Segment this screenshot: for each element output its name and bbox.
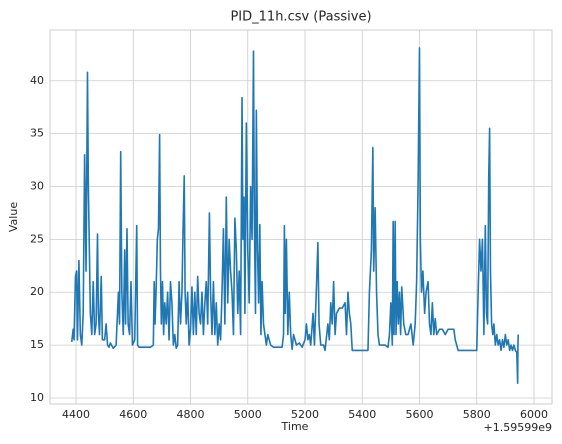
x-offset-label: +1.59599e9 — [484, 421, 552, 434]
y-tick-label: 25 — [30, 232, 44, 245]
x-tick-label: 5600 — [405, 408, 433, 421]
y-tick-label: 40 — [30, 74, 44, 87]
y-tick-label: 35 — [30, 127, 44, 140]
y-tick-label: 15 — [30, 338, 44, 351]
y-axis-label: Value — [7, 202, 20, 232]
x-tick-label: 5800 — [463, 408, 491, 421]
y-tick-label: 20 — [30, 285, 44, 298]
plot-frame — [49, 29, 553, 405]
y-tick-label: 10 — [30, 391, 44, 404]
data-line — [70, 47, 520, 384]
x-tick-label: 4600 — [119, 408, 147, 421]
x-tick-label: 6000 — [520, 408, 548, 421]
x-axis-label: Time — [281, 420, 309, 433]
x-tick-label: 4400 — [62, 408, 90, 421]
x-tick-label: 5200 — [291, 408, 319, 421]
x-tick-label: 4800 — [177, 408, 205, 421]
y-tick-label: 30 — [30, 179, 44, 192]
x-tick-label: 5000 — [234, 408, 262, 421]
chart-title: PID_11h.csv (Passive) — [230, 10, 371, 25]
x-tick-label: 5400 — [348, 408, 376, 421]
